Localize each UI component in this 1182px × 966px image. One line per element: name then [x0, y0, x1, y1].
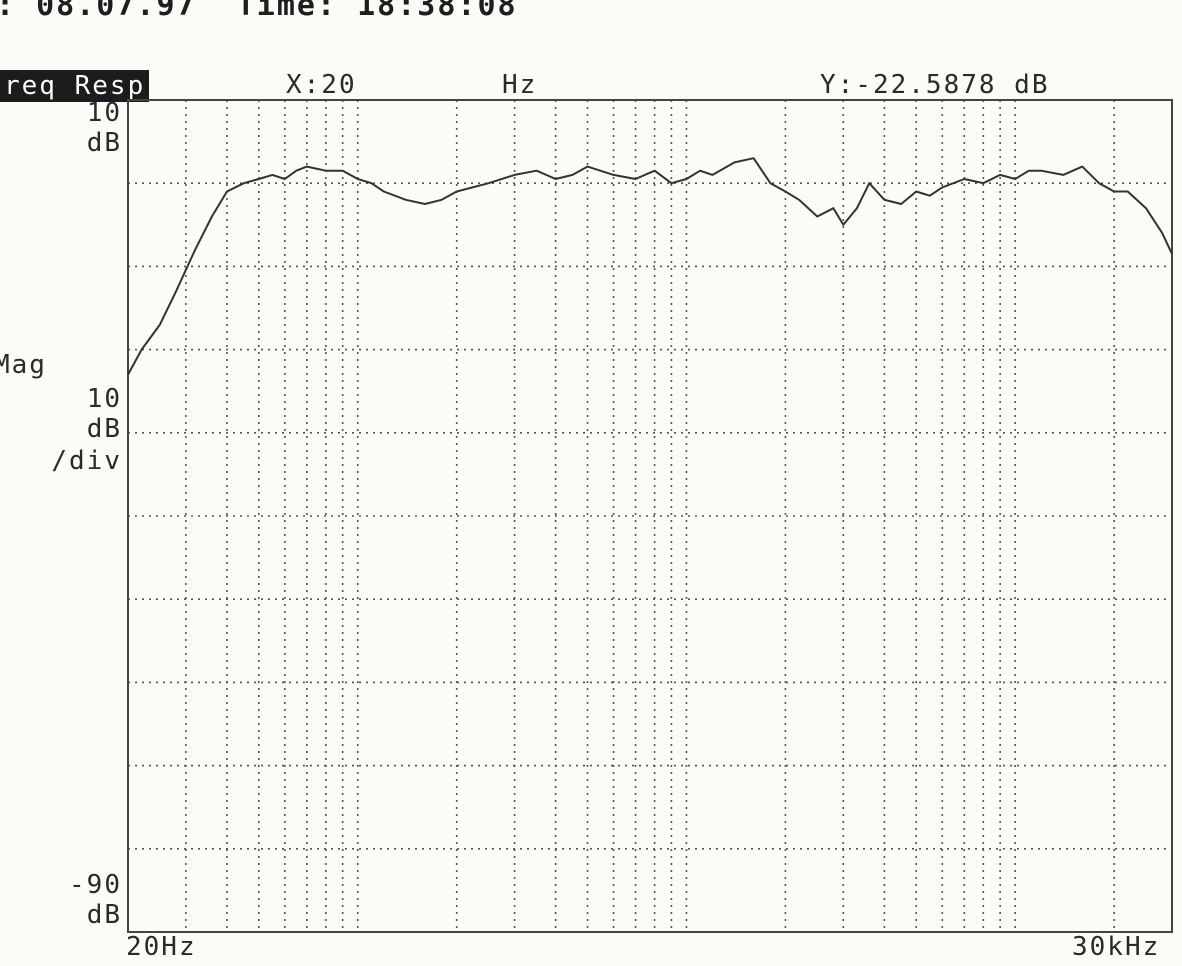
series-0-line	[127, 157, 1173, 376]
x-start-tick-label: 20Hz	[126, 932, 197, 962]
plot-frame	[127, 99, 1173, 933]
y-bottom-unit: dB	[86, 900, 122, 930]
cursor-x-readout: X:20	[286, 70, 357, 100]
y-scale-value: 10	[86, 384, 122, 414]
chart-traces	[127, 157, 1173, 376]
y-scale-unit: dB	[86, 414, 122, 444]
y-axis-quantity-label: Mag	[0, 350, 47, 380]
x-end-tick-label: 30kHz	[1072, 932, 1161, 962]
y-scale-per-div: /div	[51, 446, 122, 476]
y-bottom-value: -90	[69, 870, 122, 900]
measurement-mode-badge: req Resp	[0, 70, 150, 102]
cursor-y-readout: Y:-22.5878 dB	[820, 70, 1050, 100]
y-top-value: 10	[86, 98, 122, 128]
date-time-header: : 08.07.97 Time: 18:38:08	[0, 0, 518, 23]
chart-grid	[128, 100, 1172, 932]
cursor-x-unit: Hz	[502, 70, 538, 100]
y-top-unit: dB	[86, 128, 122, 158]
